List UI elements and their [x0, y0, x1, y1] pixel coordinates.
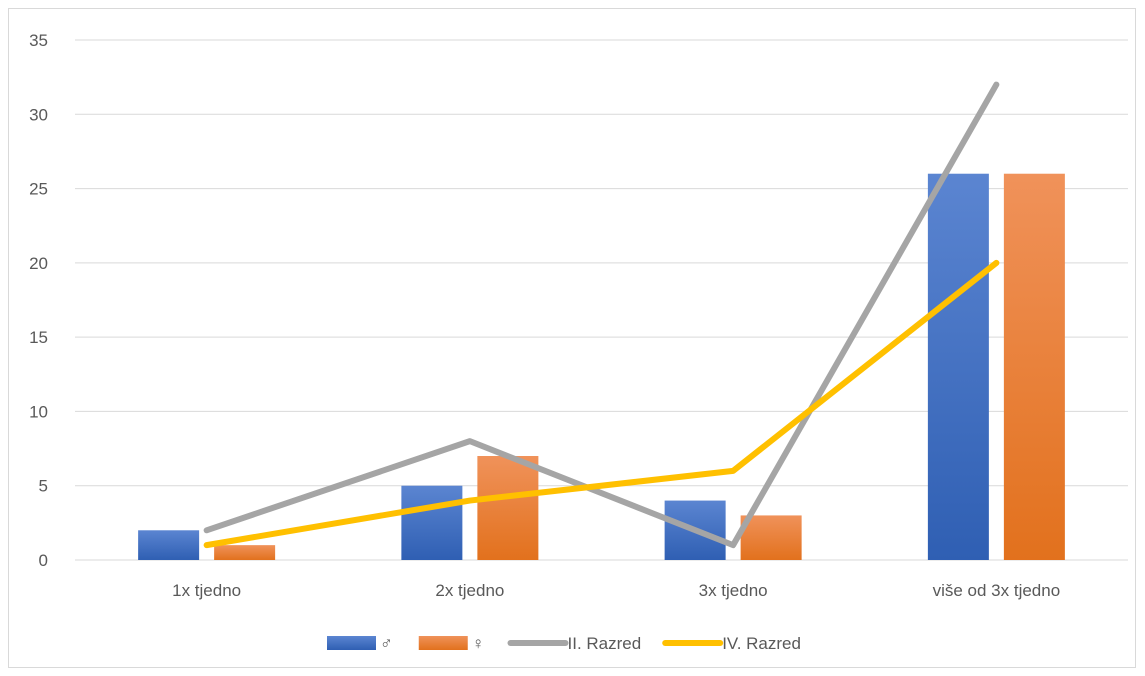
legend-swatch [418, 636, 468, 650]
y-tick-label: 10 [29, 402, 48, 421]
bar [401, 485, 463, 560]
bar [477, 456, 539, 560]
y-tick-label: 5 [39, 477, 48, 496]
bars [138, 173, 1065, 560]
x-tick-label: 3x tjedno [699, 581, 768, 600]
legend-swatch [327, 636, 376, 650]
y-axis-ticks: 0 5 10 15 20 25 30 35 [29, 31, 48, 570]
x-tick-label: 1x tjedno [172, 581, 241, 600]
x-tick-label: 2x tjedno [435, 581, 504, 600]
series-line [203, 259, 1000, 549]
y-tick-label: 0 [39, 551, 48, 570]
y-tick-label: 20 [29, 254, 48, 273]
bar [214, 545, 276, 560]
bar [138, 530, 200, 560]
lines [203, 81, 1000, 549]
series-line [203, 81, 1000, 549]
legend: ♂ ♀ II. Razred IV. Razred [327, 634, 801, 653]
y-tick-label: 30 [29, 105, 48, 124]
y-tick-label: 25 [29, 180, 48, 199]
x-axis-ticks: 1x tjedno 2x tjedno 3x tjedno više od 3x tj… [172, 581, 1060, 600]
bar [927, 173, 989, 560]
y-tick-label: 15 [29, 328, 48, 347]
legend-label: ♀ [472, 634, 485, 653]
bar [740, 515, 802, 560]
x-tick-label: više od 3x tjedno [933, 581, 1061, 600]
legend-label: ♂ [380, 634, 393, 653]
legend-label: II. Razred [568, 634, 642, 653]
y-tick-label: 35 [29, 31, 48, 50]
bar [1003, 173, 1065, 560]
legend-label: IV. Razred [722, 634, 801, 653]
